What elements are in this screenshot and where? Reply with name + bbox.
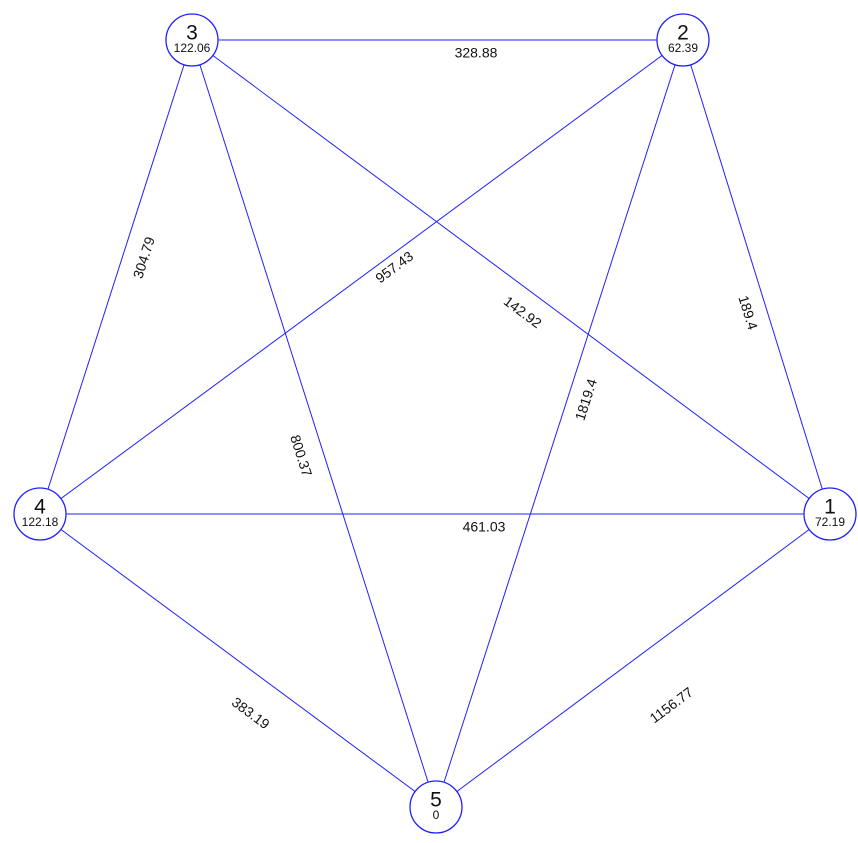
edges: 328.88 304.79 957.43 142.92 189.4 800.37 1819.… — [39, 39, 831, 808]
edge — [191, 39, 437, 808]
node-label: 2 — [677, 22, 689, 45]
node-value: 0 — [433, 808, 440, 822]
edge — [39, 39, 193, 515]
node-label: 4 — [34, 496, 46, 519]
edge — [435, 513, 831, 808]
node-label: 3 — [186, 22, 198, 45]
node-value: 122.18 — [22, 515, 59, 529]
edge-label: 328.88 — [455, 45, 498, 61]
node-value: 122.06 — [174, 41, 211, 55]
edge-label: 304.79 — [130, 235, 158, 281]
edge — [682, 39, 831, 515]
node — [13, 487, 67, 541]
edge-label: 957.43 — [372, 248, 416, 286]
node-value: 72.19 — [815, 515, 845, 529]
node — [409, 780, 463, 834]
node — [803, 487, 857, 541]
edge-label: 800.37 — [287, 433, 315, 479]
edge-label: 461.03 — [463, 519, 506, 535]
node-label: 5 — [430, 789, 442, 812]
edge — [191, 39, 831, 515]
edge — [39, 39, 684, 515]
node — [165, 13, 219, 67]
edge-label: 1156.77 — [647, 684, 696, 727]
edge-label: 142.92 — [501, 293, 545, 332]
node — [656, 13, 710, 67]
edge-label: 1819.4 — [572, 377, 600, 423]
node-value: 62.39 — [668, 41, 698, 55]
edge — [39, 513, 437, 808]
edge-label: 189.4 — [735, 294, 761, 332]
edge — [435, 39, 684, 808]
node-label: 1 — [824, 496, 836, 519]
edge-label: 383.19 — [229, 694, 273, 732]
